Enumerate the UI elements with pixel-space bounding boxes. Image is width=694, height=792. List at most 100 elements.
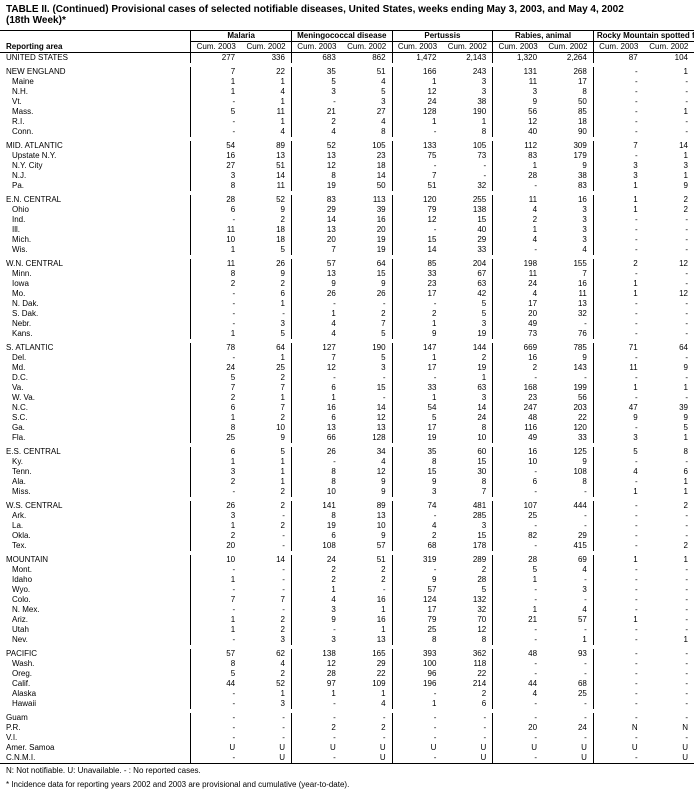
area-cell: Ill.	[0, 225, 191, 235]
value-cell: U	[543, 743, 593, 753]
area-cell: Ala.	[0, 477, 191, 487]
value-cell: 2	[241, 487, 291, 497]
value-cell: 1	[644, 635, 694, 645]
value-cell: -	[241, 605, 291, 615]
value-cell: 3	[644, 161, 694, 171]
value-cell: -	[593, 699, 643, 709]
value-cell: 1	[342, 689, 392, 699]
table-row: Vt.-1-32438950--	[0, 97, 694, 107]
value-cell: 10	[342, 521, 392, 531]
value-cell: -	[644, 575, 694, 585]
value-cell: 76	[543, 329, 593, 339]
value-cell: 24	[442, 413, 492, 423]
area-cell: Ark.	[0, 511, 191, 521]
table-row: Ga.8101313178116120-5	[0, 423, 694, 433]
value-cell: 1	[593, 195, 643, 205]
value-cell: 63	[442, 279, 492, 289]
value-cell: -	[392, 299, 442, 309]
value-cell: 25	[493, 511, 543, 521]
value-cell: 2	[442, 689, 492, 699]
value-cell: -	[593, 299, 643, 309]
value-cell: U	[342, 753, 392, 764]
value-cell: -	[593, 605, 643, 615]
value-cell: 49	[493, 433, 543, 443]
value-cell: 1	[543, 635, 593, 645]
table-row: R.I.-124111218--	[0, 117, 694, 127]
value-cell: -	[543, 669, 593, 679]
table-row: Del.-17512169--	[0, 353, 694, 363]
value-cell: U	[392, 743, 442, 753]
value-cell: 2	[644, 205, 694, 215]
value-cell: 336	[241, 53, 291, 64]
area-cell: Alaska	[0, 689, 191, 699]
value-cell: 39	[342, 205, 392, 215]
value-cell: U	[241, 753, 291, 764]
value-cell: 10	[493, 457, 543, 467]
value-cell: 9	[493, 97, 543, 107]
table-row: Fla.259661281910493331	[0, 433, 694, 443]
value-cell: -	[644, 615, 694, 625]
value-cell: -	[644, 117, 694, 127]
value-cell: 2	[191, 477, 241, 487]
value-cell: -	[593, 679, 643, 689]
value-cell: 27	[191, 161, 241, 171]
value-cell: 7	[543, 269, 593, 279]
value-cell: 18	[342, 161, 392, 171]
area-cell: Wash.	[0, 659, 191, 669]
value-cell: 42	[442, 289, 492, 299]
value-cell: 14	[342, 171, 392, 181]
value-cell: 18	[543, 117, 593, 127]
value-cell: -	[191, 713, 241, 723]
value-cell: 79	[392, 615, 442, 625]
value-cell: 155	[543, 259, 593, 269]
value-cell: 3	[291, 605, 341, 615]
value-cell: 33	[392, 383, 442, 393]
value-cell: 1	[392, 353, 442, 363]
value-cell: 64	[241, 343, 291, 353]
value-cell: -	[644, 713, 694, 723]
value-cell: 7	[342, 319, 392, 329]
value-cell: 93	[543, 649, 593, 659]
value-cell: U	[442, 753, 492, 764]
value-cell: 5	[191, 669, 241, 679]
table-row: W.S. CENTRAL2621418974481107444-2	[0, 501, 694, 511]
header-group-3: Rabies, animal	[493, 31, 594, 42]
value-cell: 243	[442, 67, 492, 77]
value-cell: 25	[191, 433, 241, 443]
value-cell: 1	[644, 383, 694, 393]
value-cell: -	[392, 733, 442, 743]
value-cell: 3	[593, 161, 643, 171]
value-cell: 7	[442, 487, 492, 497]
hc: Cum. 2002	[342, 42, 392, 53]
value-cell: 4	[342, 699, 392, 709]
value-cell: -	[593, 77, 643, 87]
value-cell: -	[392, 713, 442, 723]
value-cell: -	[644, 77, 694, 87]
value-cell: -	[241, 575, 291, 585]
table-row: N.C.67161454142472034739	[0, 403, 694, 413]
value-cell: 5	[442, 585, 492, 595]
value-cell: 11	[493, 195, 543, 205]
table-row: Mass.51121271281905685-1	[0, 107, 694, 117]
value-cell: 10	[241, 423, 291, 433]
value-cell: U	[241, 743, 291, 753]
value-cell: -	[644, 319, 694, 329]
value-cell: -	[593, 565, 643, 575]
table-row: V.I.----------	[0, 733, 694, 743]
value-cell: -	[191, 97, 241, 107]
value-cell: 138	[291, 649, 341, 659]
value-cell: 23	[493, 393, 543, 403]
value-cell: -	[241, 723, 291, 733]
value-cell: 32	[442, 181, 492, 191]
value-cell: 10	[442, 433, 492, 443]
value-cell: 9	[644, 413, 694, 423]
footnote-2: * Incidence data for reporting years 200…	[0, 778, 694, 792]
value-cell: 57	[291, 259, 341, 269]
value-cell: 13	[291, 225, 341, 235]
table-row: MOUNTAIN10142451319289286911	[0, 555, 694, 565]
hc: Cum. 2003	[593, 42, 643, 53]
value-cell: 8	[442, 477, 492, 487]
area-cell: Mont.	[0, 565, 191, 575]
value-cell: 22	[442, 669, 492, 679]
value-cell: 16	[543, 195, 593, 205]
